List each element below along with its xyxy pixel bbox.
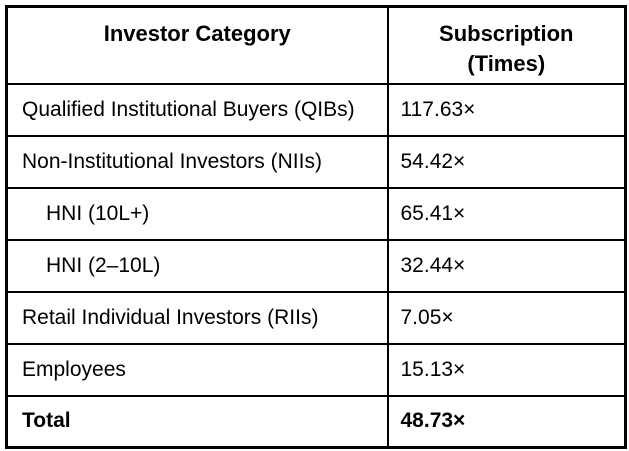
header-subscription-label-line2: (Times) (467, 51, 546, 76)
subscription-cell-hni-2-10l: 32.44× (386, 238, 627, 293)
category-cell-niis: Non-Institutional Investors (NIIs) (5, 134, 389, 189)
category-cell-qibs: Qualified Institutional Buyers (QIBs) (5, 82, 389, 137)
subscription-cell-employees: 15.13× (386, 342, 627, 397)
subscription-cell-total: 48.73× (386, 394, 627, 449)
header-investor-category: Investor Category (5, 5, 389, 85)
category-cell-riis: Retail Individual Investors (RIIs) (5, 290, 389, 345)
header-investor-category-label: Investor Category (103, 21, 291, 46)
table-row-total: Total 48.73× (5, 394, 627, 449)
table-row-hni-10l-plus: HNI (10L+) 65.41× (5, 186, 627, 241)
category-cell-employees: Employees (5, 342, 389, 397)
table-row-qibs: Qualified Institutional Buyers (QIBs) 11… (5, 82, 627, 137)
header-row: Investor Category Subscription (Times) (5, 5, 627, 85)
subscription-table: Investor Category Subscription (Times) Q… (5, 5, 627, 449)
category-cell-hni-10l-plus: HNI (10L+) (5, 186, 389, 241)
header-subscription: Subscription (Times) (386, 5, 627, 85)
table-row-hni-2-10l: HNI (2–10L) 32.44× (5, 238, 627, 293)
subscription-cell-niis: 54.42× (386, 134, 627, 189)
subscription-cell-riis: 7.05× (386, 290, 627, 345)
table-row-employees: Employees 15.13× (5, 342, 627, 397)
category-cell-total: Total (5, 394, 389, 449)
subscription-cell-qibs: 117.63× (386, 82, 627, 137)
table-row-riis: Retail Individual Investors (RIIs) 7.05× (5, 290, 627, 345)
category-cell-hni-2-10l: HNI (2–10L) (5, 238, 389, 293)
header-subscription-label-line1: Subscription (439, 21, 574, 46)
table-row-niis: Non-Institutional Investors (NIIs) 54.42… (5, 134, 627, 189)
subscription-cell-hni-10l-plus: 65.41× (386, 186, 627, 241)
